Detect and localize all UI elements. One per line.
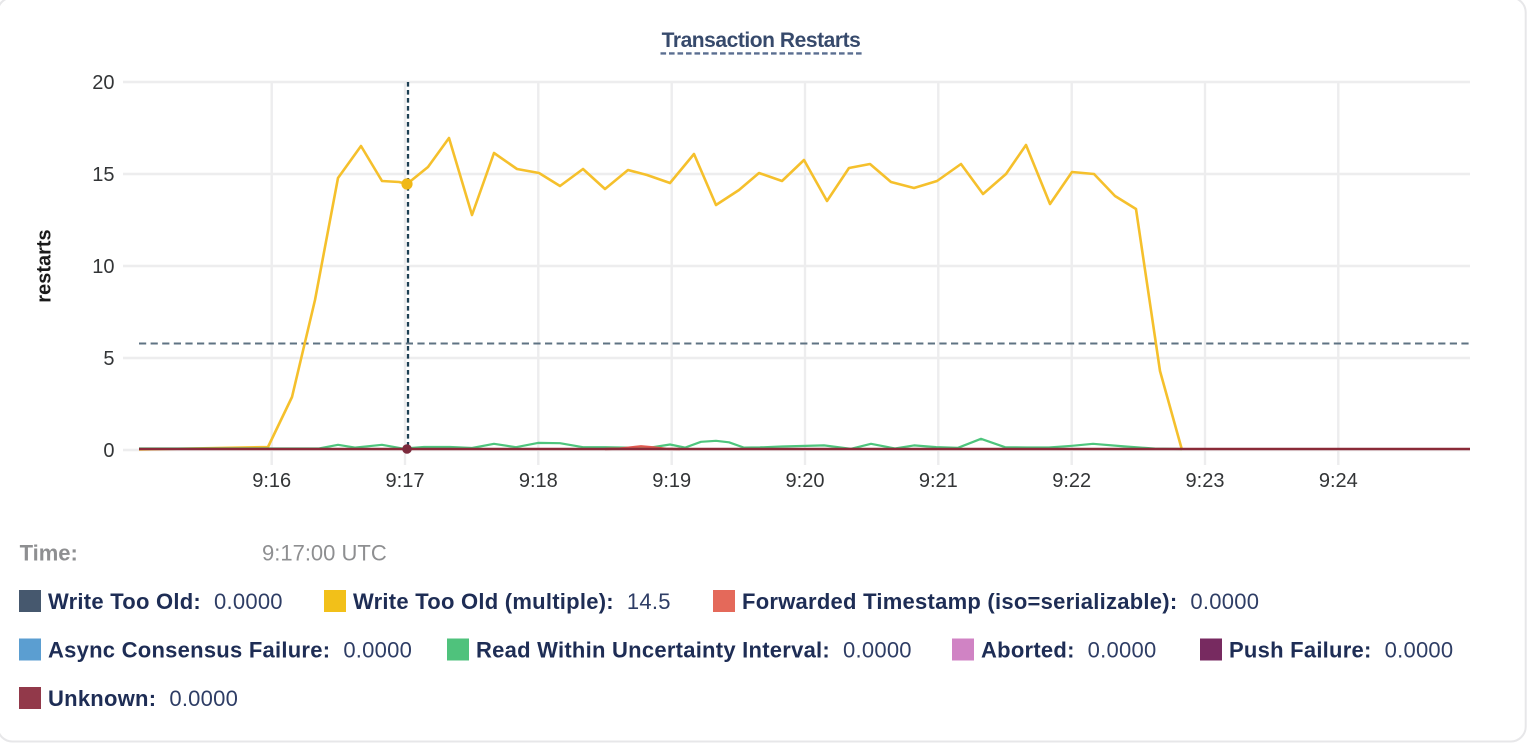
svg-text:Unknown:0.0000: Unknown: 0.0000 — [48, 686, 238, 711]
svg-text:9:23: 9:23 — [1186, 470, 1225, 492]
svg-text:10: 10 — [92, 256, 114, 278]
svg-text:9:17:00 UTC: 9:17:00 UTC — [262, 541, 387, 566]
svg-text:9:18: 9:18 — [519, 470, 558, 492]
svg-text:9:21: 9:21 — [919, 470, 958, 492]
svg-text:Push Failure:0.0000: Push Failure: 0.0000 — [1229, 638, 1453, 663]
svg-text:Forwarded Timestamp (iso=seria: Forwarded Timestamp (iso=serializable): 0… — [742, 589, 1259, 614]
svg-text:20: 20 — [92, 72, 114, 94]
svg-text:9:17: 9:17 — [386, 470, 425, 492]
svg-text:0: 0 — [103, 440, 114, 462]
svg-text:Read Within Uncertainty Interv: Read Within Uncertainty Interval: 0.0000 — [476, 638, 912, 663]
svg-text:Aborted:0.0000: Aborted: 0.0000 — [981, 638, 1156, 663]
svg-text:Transaction Restarts: Transaction Restarts — [662, 29, 861, 52]
svg-text:Time:: Time: — [20, 541, 78, 566]
svg-text:9:22: 9:22 — [1052, 470, 1091, 492]
svg-text:9:24: 9:24 — [1319, 470, 1358, 492]
svg-text:Write Too Old:0.0000: Write Too Old: 0.0000 — [48, 589, 283, 614]
svg-text:9:16: 9:16 — [252, 470, 291, 492]
svg-text:15: 15 — [92, 164, 114, 186]
svg-text:5: 5 — [103, 348, 114, 370]
svg-text:9:19: 9:19 — [652, 470, 691, 492]
svg-text:9:20: 9:20 — [786, 470, 825, 492]
svg-text:restarts: restarts — [34, 229, 56, 302]
svg-text:Async Consensus Failure:0.0000: Async Consensus Failure: 0.0000 — [48, 638, 412, 663]
